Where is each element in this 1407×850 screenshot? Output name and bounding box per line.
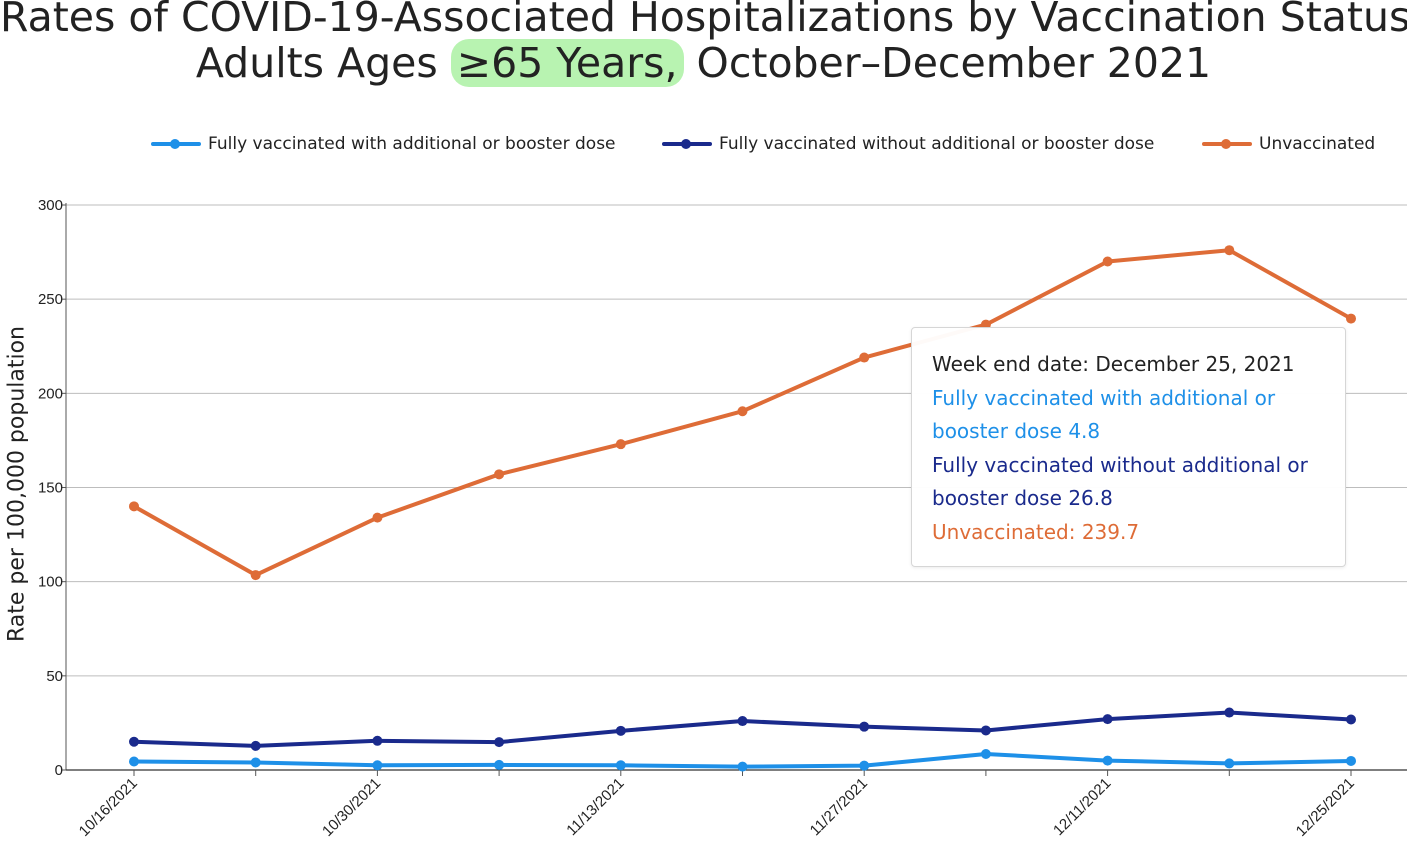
title-line-2: Adults Ages ≥65 Years, October–December …	[0, 39, 1407, 87]
data-point-unvaccinated	[250, 570, 261, 581]
data-point-booster	[250, 757, 261, 768]
data-point-booster	[1346, 755, 1356, 766]
y-tick-label: 100	[38, 574, 63, 591]
title-line-2-post: October–December 2021	[683, 39, 1212, 87]
data-point-unvaccinated	[615, 439, 626, 450]
legend-swatch-booster	[151, 139, 201, 149]
data-point-no_booster	[1346, 714, 1356, 725]
legend-item-unvaccinated[interactable]: Unvaccinated	[1202, 134, 1375, 154]
data-point-no_booster	[1102, 714, 1113, 725]
x-tick-label: 12/11/2021	[1050, 775, 1114, 839]
data-point-unvaccinated	[494, 469, 505, 480]
data-point-booster	[494, 759, 505, 770]
y-tick-label: 300	[38, 197, 63, 214]
chart-title: Rates of COVID-19-Associated Hospitaliza…	[0, 0, 1407, 87]
legend-label-no-booster: Fully vaccinated without additional or b…	[719, 134, 1155, 154]
data-point-unvaccinated	[372, 512, 383, 523]
title-line-1: Rates of COVID-19-Associated Hospitaliza…	[0, 0, 1407, 41]
legend-label-booster: Fully vaccinated with additional or boos…	[208, 134, 616, 154]
data-point-no_booster	[250, 740, 261, 751]
data-point-booster	[859, 760, 870, 771]
tooltip-booster: Fully vaccinated with additional or boos…	[932, 385, 1276, 444]
data-point-unvaccinated	[859, 352, 870, 363]
y-tick-label: 50	[46, 668, 63, 685]
x-tick-label: 10/30/2021	[319, 775, 384, 840]
data-point-unvaccinated	[737, 406, 748, 417]
x-tick-label: 12/25/2021	[1293, 775, 1358, 840]
legend-item-no-booster[interactable]: Fully vaccinated without additional or b…	[662, 134, 1154, 154]
tooltip-unvaccinated: Unvaccinated: 239.7	[932, 519, 1140, 544]
data-point-booster	[1224, 758, 1235, 769]
legend-swatch-unvaccinated	[1202, 139, 1252, 149]
data-point-booster	[1102, 755, 1113, 766]
data-point-no_booster	[1224, 707, 1235, 718]
data-point-no_booster	[737, 716, 748, 727]
data-point-booster	[615, 760, 626, 771]
x-tick-label: 11/13/2021	[563, 775, 627, 839]
data-point-booster	[129, 756, 139, 767]
legend-label-unvaccinated: Unvaccinated	[1259, 134, 1376, 154]
data-point-no_booster	[494, 737, 505, 748]
data-point-no_booster	[129, 736, 139, 747]
y-tick-label: 250	[38, 291, 63, 308]
legend-item-booster[interactable]: Fully vaccinated with additional or boos…	[151, 134, 616, 154]
x-tick-label: 10/16/2021	[76, 775, 141, 840]
data-point-no_booster	[859, 721, 870, 732]
data-point-no_booster	[615, 725, 626, 736]
legend: Fully vaccinated with additional or boos…	[0, 134, 1407, 160]
data-point-no_booster	[372, 735, 383, 746]
legend-swatch-no-booster	[662, 139, 712, 149]
data-point-booster	[980, 748, 991, 759]
data-point-booster	[372, 760, 383, 771]
data-point-no_booster	[980, 725, 991, 736]
tooltip-header: Week end date: December 25, 2021	[932, 352, 1295, 376]
data-point-unvaccinated	[1224, 245, 1235, 256]
title-highlight: ≥65 Years,	[450, 39, 684, 87]
title-line-2-pre: Adults Ages	[195, 39, 451, 87]
tooltip-no-booster: Fully vaccinated without additional or b…	[932, 452, 1308, 511]
hover-tooltip: Week end date: December 25, 2021 Fully v…	[911, 327, 1346, 567]
data-point-unvaccinated	[1102, 256, 1113, 267]
data-point-unvaccinated	[1346, 313, 1356, 324]
y-tick-label: 200	[38, 385, 63, 402]
x-tick-label: 11/27/2021	[807, 775, 871, 839]
data-point-unvaccinated	[129, 501, 139, 512]
y-tick-label: 150	[38, 480, 63, 497]
data-point-booster	[737, 761, 748, 772]
y-tick-label: 0	[55, 762, 63, 779]
